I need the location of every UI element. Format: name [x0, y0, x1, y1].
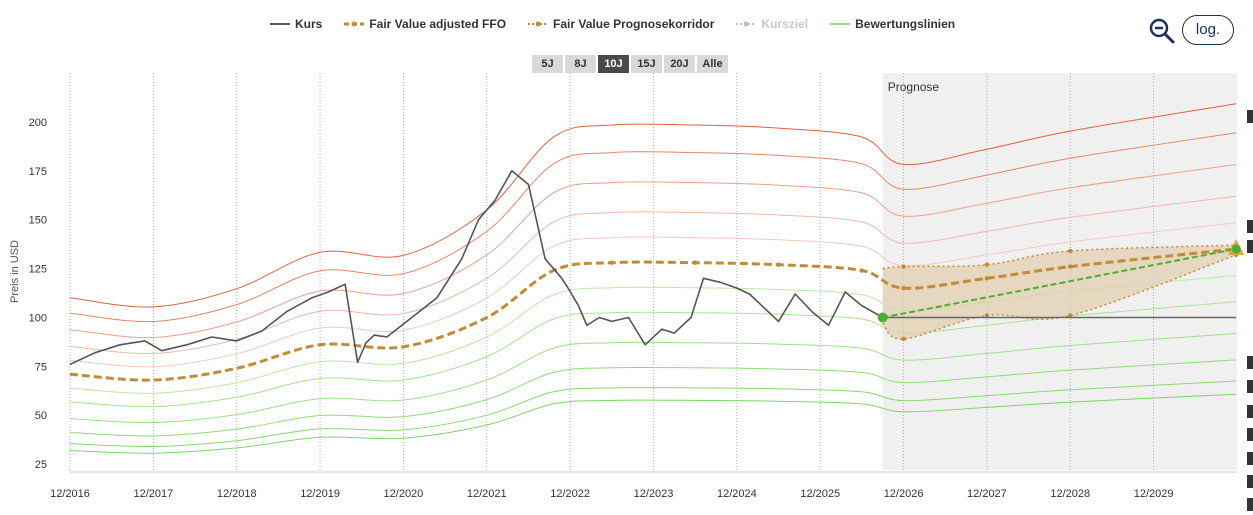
- range-button-8j[interactable]: 8J: [565, 55, 596, 73]
- fair-value-point: [859, 268, 865, 273]
- x-tick-label: 12/2016: [50, 488, 90, 500]
- valuation-line-lower: [69, 359, 1237, 437]
- legend-label: Bewertungslinien: [855, 17, 956, 31]
- x-tick-label: 12/2027: [967, 488, 1007, 500]
- y-tick-label: 200: [29, 117, 47, 129]
- corridor-point: [984, 262, 990, 267]
- trend-line: [882, 248, 1237, 319]
- valuation-line-lower: [69, 333, 1237, 424]
- valuation-line-upper: [69, 164, 1237, 339]
- x-tick-label: 12/2017: [133, 488, 173, 500]
- valuation-line-upper: [69, 103, 1237, 308]
- corridor-point: [1068, 313, 1073, 318]
- fair-value-point: [776, 262, 781, 267]
- legend-item-4[interactable]: Bewertungslinien: [830, 17, 955, 31]
- valuation-line-lower: [69, 380, 1237, 448]
- x-tick-label: 12/2019: [300, 488, 340, 500]
- legend-swatch-icon: [736, 21, 757, 27]
- x-tick-label: 12/2021: [467, 488, 507, 500]
- legend-swatch-icon: [270, 23, 290, 25]
- x-tick-label: 12/2022: [550, 488, 590, 500]
- legend-label: Fair Value Prognosekorridor: [553, 17, 715, 31]
- fair-value-point: [901, 285, 906, 291]
- x-tick-label: 12/2020: [384, 488, 424, 500]
- legend-swatch-icon: [830, 23, 851, 25]
- y-axis-label: Preis in USD: [9, 240, 21, 303]
- log-scale-toggle[interactable]: log.: [1182, 15, 1234, 45]
- y-tick-label: 150: [29, 215, 47, 227]
- chart-legend: Kurs Fair Value adjusted FFO Fair Value Pr…: [270, 10, 977, 38]
- fair-value-point: [1068, 264, 1073, 269]
- forecast-label: Prognose: [888, 80, 940, 94]
- corridor-point: [901, 336, 906, 342]
- x-tick-label: 12/2024: [717, 488, 757, 500]
- corridor-point: [984, 313, 990, 318]
- y-tick-label: 125: [29, 264, 47, 276]
- range-button-alle[interactable]: Alle: [697, 55, 728, 73]
- legend-item-0[interactable]: Kurs: [270, 17, 322, 31]
- valuation-line-upper: [69, 222, 1237, 368]
- legend-item-3[interactable]: Kursziel: [736, 17, 808, 31]
- price-line: [69, 170, 884, 366]
- x-tick-label: 12/2026: [884, 488, 924, 500]
- forecast-corridor-upper: [882, 244, 1237, 270]
- valuation-line-lower: [69, 393, 1237, 454]
- legend-item-1[interactable]: Fair Value adjusted FFO: [344, 17, 506, 31]
- fair-value-point: [984, 276, 990, 281]
- fair-value-point: [692, 260, 698, 265]
- y-tick-label: 25: [35, 459, 47, 471]
- end-marker: [1231, 244, 1241, 254]
- x-tick-label: 12/2018: [217, 488, 257, 500]
- corridor-point: [901, 264, 906, 269]
- x-tick-label: 12/2029: [1134, 488, 1174, 500]
- legend-swatch-icon: [344, 21, 365, 27]
- legend-label: Kurs: [295, 17, 323, 31]
- range-selector: 5J 8J 10J 15J 20J Alle: [532, 55, 730, 73]
- valuation-line-lower: [69, 301, 1237, 408]
- start-marker: [877, 312, 888, 323]
- legend-swatch-icon: [528, 21, 549, 27]
- y-tick-label: 50: [35, 410, 47, 422]
- legend-label: Kursziel: [761, 17, 809, 31]
- range-button-20j[interactable]: 20J: [664, 55, 695, 73]
- y-tick-label: 175: [29, 166, 47, 178]
- range-button-5j[interactable]: 5J: [532, 55, 563, 73]
- valuation-line-upper: [69, 132, 1237, 323]
- fair-value-point: [609, 260, 615, 265]
- legend-label: Fair Value adjusted FFO: [369, 17, 507, 31]
- range-button-10j[interactable]: 10J: [598, 55, 629, 73]
- zoom-out-magnifier-icon[interactable]: [1148, 17, 1176, 45]
- forecast-corridor-fill: [882, 245, 1237, 340]
- forecast-corridor-lower: [882, 254, 1237, 340]
- corridor-point: [1068, 248, 1073, 254]
- x-tick-label: 12/2028: [1050, 488, 1090, 500]
- range-button-15j[interactable]: 15J: [631, 55, 662, 73]
- x-tick-label: 12/2025: [800, 488, 840, 500]
- legend-item-2[interactable]: Fair Value Prognosekorridor: [528, 17, 714, 31]
- y-tick-label: 100: [29, 312, 47, 324]
- right-edge-clipped-text: [1247, 0, 1253, 515]
- y-tick-label: 75: [35, 361, 47, 373]
- x-tick-label: 12/2023: [634, 488, 674, 500]
